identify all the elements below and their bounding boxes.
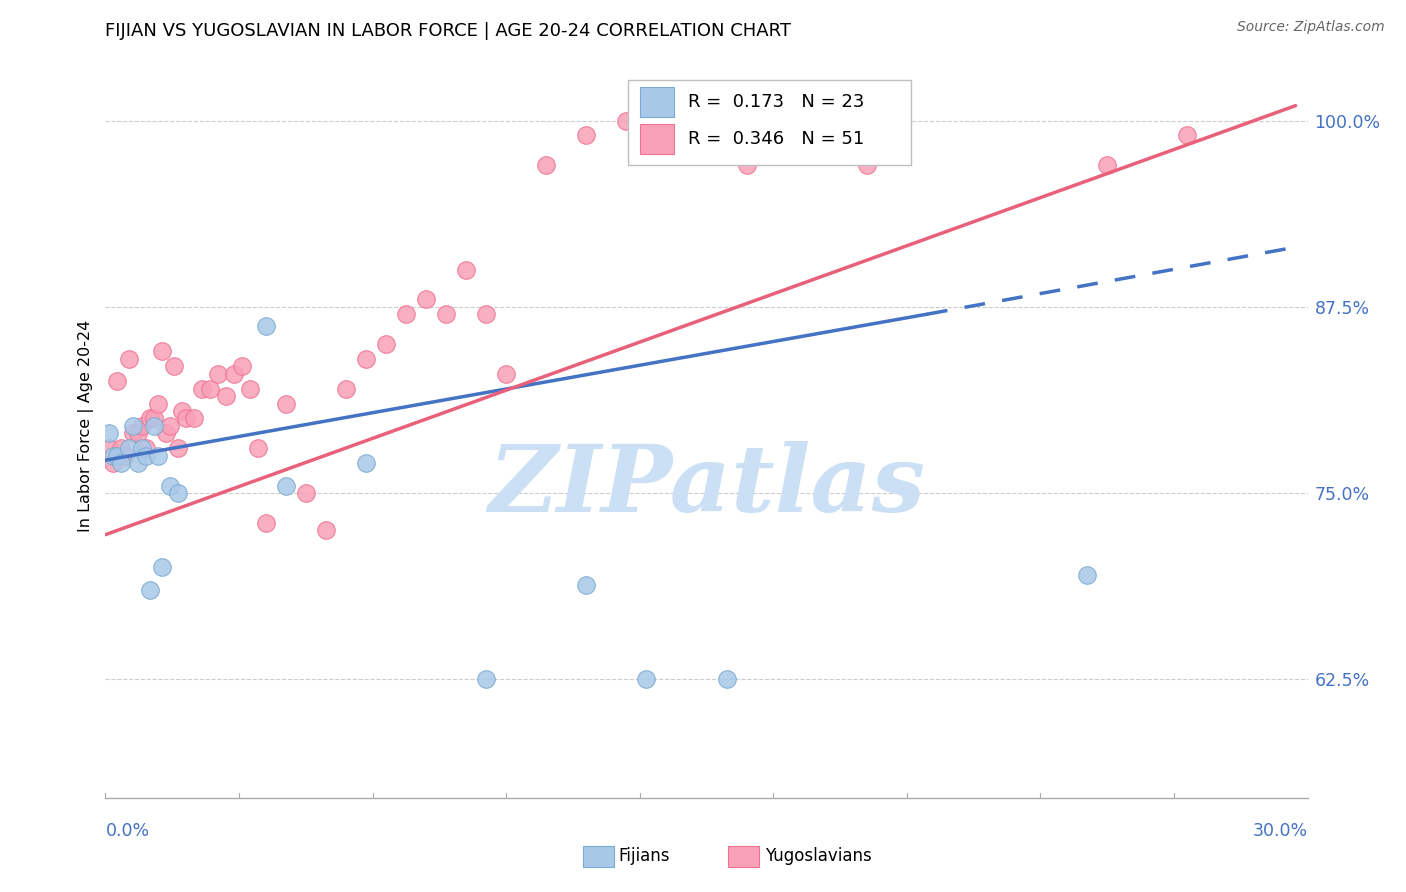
Point [254,516,277,530]
Text: FIJIAN VS YUGOSLAVIAN IN LABOR FORCE | AGE 20-24 CORRELATION CHART: FIJIAN VS YUGOSLAVIAN IN LABOR FORCE | A… [105,22,792,40]
Point [475,672,498,686]
Point [146,449,169,463]
Point [636,672,658,686]
Bar [640,124,673,154]
Point [207,367,229,381]
Point [1177,128,1199,143]
Point [495,367,517,381]
Point [98,442,121,456]
Point [110,442,132,456]
Point [1097,158,1119,172]
Point [118,351,141,366]
Text: 30.0%: 30.0% [1253,822,1308,840]
Point [138,582,160,597]
Text: R =  0.346   N = 51: R = 0.346 N = 51 [689,130,865,148]
Point [174,411,197,425]
Text: Fijians: Fijians [619,847,671,865]
Point [190,382,212,396]
Point [254,319,277,334]
Point [246,442,269,456]
Point [135,442,157,456]
Point [131,442,153,456]
Point [107,374,129,388]
Point [131,419,153,434]
Y-axis label: In Labor Force | Age 20-24: In Labor Force | Age 20-24 [79,320,94,532]
Text: 0.0%: 0.0% [105,822,149,840]
Point [1076,568,1098,582]
Point [127,426,149,441]
Point [475,307,498,321]
Point [146,396,169,410]
Point [231,359,253,374]
Point [122,426,145,441]
Point [155,426,177,441]
Point [138,411,160,425]
Point [434,307,457,321]
Point [183,411,205,425]
Point [103,456,125,470]
Text: Yugoslavians: Yugoslavians [765,847,872,865]
Point [98,426,121,441]
Point [222,367,245,381]
Point [696,113,718,128]
Point [198,382,221,396]
Point [110,456,132,470]
Point [735,158,758,172]
Point [127,456,149,470]
Point [335,382,357,396]
Point [214,389,236,403]
Point [142,411,165,425]
Point [454,262,477,277]
Point [142,419,165,434]
Point [166,486,188,500]
Point [295,486,318,500]
FancyBboxPatch shape [628,79,911,165]
Point [274,396,297,410]
Point [655,144,678,158]
Point [274,478,297,492]
Point [118,442,141,456]
Point [150,560,173,574]
Point [415,293,437,307]
Point [150,344,173,359]
Point [135,449,157,463]
Point [122,419,145,434]
Point [374,337,398,351]
Point [166,442,188,456]
Point [103,449,125,463]
Point [354,351,377,366]
Point [354,456,377,470]
Point [315,523,337,537]
Text: ZIPatlas: ZIPatlas [488,441,925,531]
Text: R =  0.173   N = 23: R = 0.173 N = 23 [689,93,865,111]
Point [575,128,598,143]
Point [616,113,638,128]
Point [159,419,181,434]
Point [162,359,184,374]
Point [716,672,738,686]
Point [159,478,181,492]
Point [575,578,598,592]
Bar [640,87,673,117]
Point [855,158,877,172]
Point [534,158,557,172]
Point [170,404,193,418]
Point [114,449,136,463]
Point [239,382,262,396]
Point [107,449,129,463]
Point [395,307,418,321]
Text: Source: ZipAtlas.com: Source: ZipAtlas.com [1237,20,1385,34]
